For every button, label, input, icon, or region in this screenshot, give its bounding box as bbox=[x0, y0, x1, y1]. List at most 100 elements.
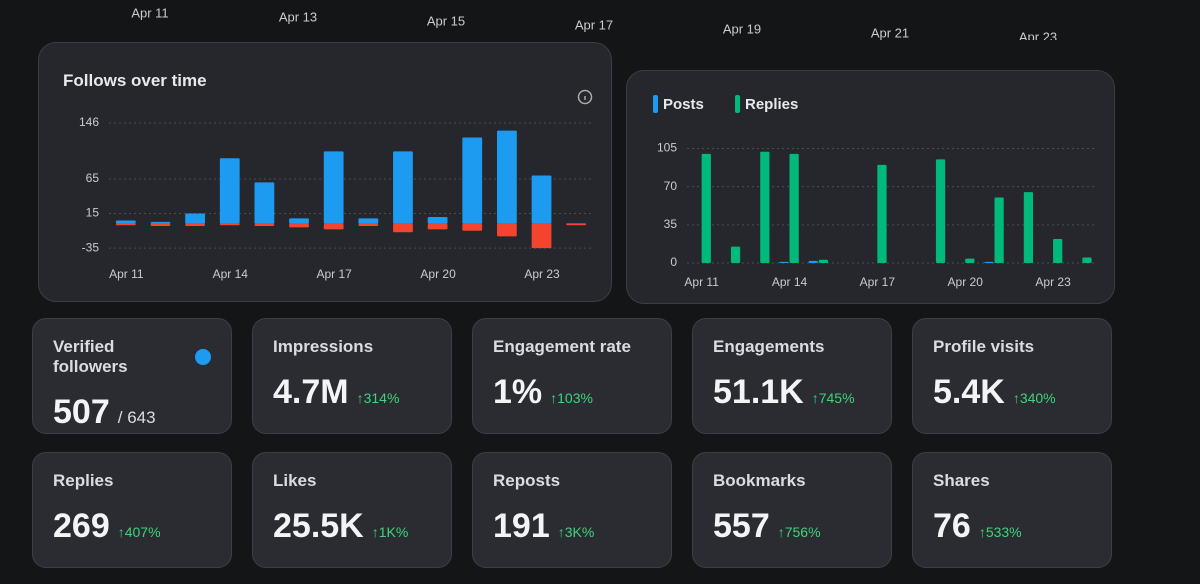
bar bbox=[358, 223, 379, 226]
metric-card[interactable]: Verified followers 507 / 643 bbox=[32, 318, 232, 434]
metric-label-row: Shares bbox=[933, 471, 1091, 491]
y-tick-label: 105 bbox=[657, 141, 677, 155]
y-tick-label: 65 bbox=[86, 171, 100, 185]
metric-change-wrap: ↑3K% bbox=[557, 524, 595, 540]
metric-label: Engagement rate bbox=[493, 337, 631, 356]
bar bbox=[497, 130, 517, 224]
follows-panel: Follows over time -35 15 65 146 Apr 11 Apr 14… bbox=[38, 42, 612, 302]
bar bbox=[701, 153, 711, 263]
bar bbox=[289, 218, 309, 224]
metric-label: Profile visits bbox=[933, 337, 1035, 356]
metric-change: 745% bbox=[818, 390, 855, 406]
metric-label-row: Verified followers bbox=[53, 337, 211, 377]
info-icon[interactable] bbox=[577, 89, 593, 105]
metric-change-wrap: ↑103% bbox=[550, 390, 593, 406]
bar bbox=[877, 164, 887, 263]
bar bbox=[531, 223, 552, 249]
metric-value-row: 507 / 643 bbox=[53, 393, 211, 432]
x-tick-label: Apr 11 bbox=[684, 275, 719, 289]
metric-label-row: Replies bbox=[53, 471, 211, 491]
bar bbox=[779, 261, 789, 263]
x-tick-label: Apr 23 bbox=[1035, 275, 1071, 289]
x-tick-label: Apr 14 bbox=[772, 275, 808, 289]
metric-card[interactable]: Replies 269 ↑407% bbox=[32, 452, 232, 568]
y-tick-label: 0 bbox=[670, 255, 677, 269]
bar bbox=[566, 223, 587, 224]
x-tick-label: Apr 23 bbox=[524, 267, 560, 281]
x-tick-label: Apr 17 bbox=[860, 275, 896, 289]
bar bbox=[462, 137, 483, 224]
metric-change: 533% bbox=[985, 524, 1022, 540]
metric-value: 1% bbox=[493, 373, 543, 411]
metric-value: 269 bbox=[53, 507, 110, 545]
top-axis: Apr 11 Apr 13 Apr 15 Apr 17 Apr 19 Apr 21 Apr … bbox=[131, 5, 1057, 40]
bar bbox=[254, 182, 275, 224]
metric-label: Shares bbox=[933, 471, 990, 490]
metric-value: 557 bbox=[713, 507, 770, 545]
bar bbox=[531, 175, 552, 224]
x-tick-label: Apr 11 bbox=[109, 267, 144, 281]
metric-card[interactable]: Likes 25.5K ↑1K% bbox=[252, 452, 452, 568]
metric-label-row: Profile visits bbox=[933, 337, 1091, 357]
metric-label-row: Engagements bbox=[713, 337, 871, 357]
activity-panel: 0 35 70 105 Apr 11 Apr 14 Apr 17 Apr 20 Apr 23 Po… bbox=[626, 70, 1115, 304]
bar bbox=[393, 223, 413, 233]
metric-label: Impressions bbox=[273, 337, 374, 356]
metric-change: 407% bbox=[124, 524, 161, 540]
metric-change: 103% bbox=[557, 390, 593, 406]
metric-label: Replies bbox=[53, 471, 114, 490]
bar bbox=[497, 223, 517, 237]
x-tick-label: Apr 13 bbox=[279, 9, 317, 24]
x-tick-label: Apr 20 bbox=[420, 267, 456, 281]
bar bbox=[994, 197, 1004, 263]
metric-value-row: 76 ↑533% bbox=[933, 507, 1091, 546]
metric-label-row: Engagement rate bbox=[493, 337, 651, 357]
activity-chart: 0 35 70 105 Apr 11 Apr 14 Apr 17 Apr 20 Apr 23 Po… bbox=[653, 95, 1097, 289]
metric-card[interactable]: Engagement rate 1% ↑103% bbox=[472, 318, 672, 434]
x-tick-label: Apr 23 bbox=[1019, 29, 1057, 40]
metric-value-row: 557 ↑756% bbox=[713, 507, 871, 546]
metric-card[interactable]: Reposts 191 ↑3K% bbox=[472, 452, 672, 568]
x-tick-label: Apr 14 bbox=[213, 267, 249, 281]
metric-value: 5.4K bbox=[933, 373, 1005, 411]
metric-label: Reposts bbox=[493, 471, 561, 490]
metric-card[interactable]: Impressions 4.7M ↑314% bbox=[252, 318, 452, 434]
chart-title: Follows over time bbox=[63, 71, 207, 90]
y-tick-label: -35 bbox=[82, 240, 100, 254]
legend-label: Posts bbox=[663, 96, 704, 113]
metric-total-wrap: / 643 bbox=[117, 408, 156, 427]
metric-card[interactable]: Engagements 51.1K ↑745% bbox=[692, 318, 892, 434]
metric-value: 25.5K bbox=[273, 507, 364, 545]
metric-label: Bookmarks bbox=[713, 471, 806, 490]
bar bbox=[1082, 257, 1092, 263]
metric-label: Likes bbox=[273, 471, 317, 490]
bar bbox=[219, 223, 240, 226]
bar bbox=[427, 223, 448, 230]
metric-change-wrap: ↑340% bbox=[1012, 390, 1056, 406]
bar bbox=[323, 151, 344, 224]
metric-change: 340% bbox=[1019, 390, 1056, 406]
metric-value: 507 bbox=[53, 393, 110, 431]
x-tick-label: Apr 21 bbox=[871, 25, 909, 40]
metric-label-row: Impressions bbox=[273, 337, 431, 357]
bar bbox=[358, 218, 379, 224]
metric-change-wrap: ↑533% bbox=[978, 524, 1022, 540]
metric-value: 4.7M bbox=[273, 373, 349, 411]
metric-card[interactable]: Profile visits 5.4K ↑340% bbox=[912, 318, 1112, 434]
bar bbox=[185, 213, 205, 224]
bar bbox=[185, 223, 205, 226]
y-tick-label: 70 bbox=[664, 179, 678, 193]
metric-change-wrap: ↑407% bbox=[117, 524, 161, 540]
legend-label: Replies bbox=[745, 96, 798, 113]
bar bbox=[808, 260, 818, 263]
bar bbox=[818, 259, 829, 263]
metric-total: 643 bbox=[127, 408, 156, 427]
metric-card[interactable]: Shares 76 ↑533% bbox=[912, 452, 1112, 568]
x-tick-label: Apr 17 bbox=[316, 267, 352, 281]
metrics-grid: Verified followers 507 / 643 Impressions 4.7… bbox=[32, 318, 1112, 568]
legend-swatch bbox=[735, 95, 740, 113]
x-tick-label: Apr 11 bbox=[131, 5, 168, 20]
metric-value-row: 5.4K ↑340% bbox=[933, 373, 1091, 412]
metric-card[interactable]: Bookmarks 557 ↑756% bbox=[692, 452, 892, 568]
x-tick-label: Apr 15 bbox=[427, 13, 465, 28]
